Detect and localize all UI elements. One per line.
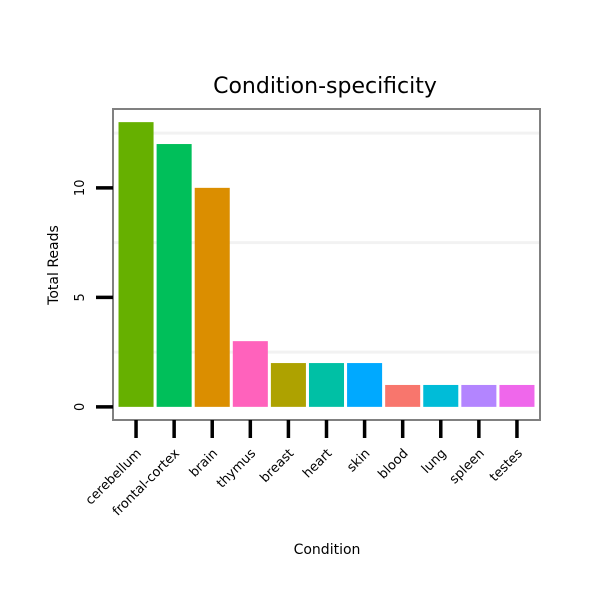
bar-lung — [423, 384, 459, 407]
bar-skin — [347, 363, 383, 407]
x-tick-label: brain — [187, 446, 221, 480]
y-axis-label: Total Reads — [46, 225, 62, 306]
x-tick-label: skin — [344, 446, 373, 475]
chart-title: Condition-specificity — [213, 74, 437, 99]
bar-thymus — [232, 341, 268, 407]
x-tick-label: lung — [419, 446, 450, 477]
y-tick-label: 10 — [73, 180, 88, 197]
bar-heart — [308, 363, 345, 407]
x-tick-label: thymus — [214, 446, 259, 491]
bar-testes — [499, 384, 535, 407]
bar-frontal-cortex — [156, 144, 192, 407]
y-axis: 0 5 10 — [73, 180, 113, 411]
x-tick-label: blood — [375, 446, 411, 482]
x-tick-label: testes — [487, 446, 526, 485]
bar-spleen — [461, 384, 497, 407]
bar-blood — [385, 384, 421, 407]
bar-brain — [194, 187, 230, 407]
x-tick-label: frontal-cortex — [110, 446, 183, 519]
x-tick-label: breast — [258, 446, 298, 486]
bar-cerebellum — [118, 122, 154, 407]
y-tick-label: 0 — [73, 403, 88, 411]
bar-breast — [270, 363, 306, 407]
x-tick-label: heart — [300, 446, 335, 481]
x-tick-label: spleen — [447, 446, 488, 487]
bars — [118, 122, 535, 407]
y-tick-label: 5 — [73, 293, 88, 301]
x-axis-label: Condition — [294, 542, 361, 558]
